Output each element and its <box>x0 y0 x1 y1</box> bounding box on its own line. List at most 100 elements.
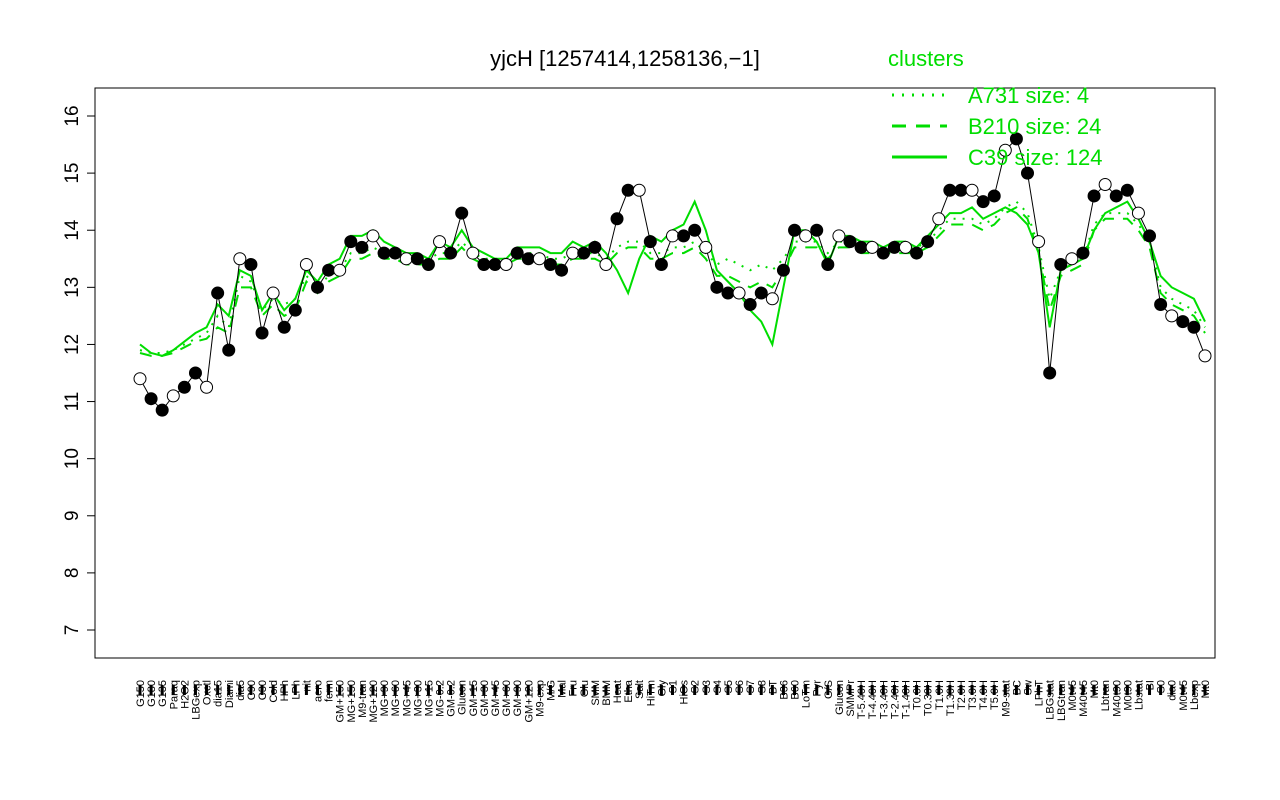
data-point <box>1187 320 1201 334</box>
x-tick-label: MG+120 <box>368 680 380 723</box>
data-point <box>388 246 402 260</box>
x-tick-label: T-1.40H <box>900 680 912 719</box>
x-tick-label: dia0 <box>1167 680 1179 701</box>
data-point <box>1165 309 1179 323</box>
data-point <box>344 235 358 249</box>
data-point <box>843 235 857 249</box>
x-tick-label: Glu <box>579 680 591 697</box>
data-point <box>832 229 846 243</box>
data-point <box>677 229 691 243</box>
y-tick-label: 11 <box>62 392 83 412</box>
x-tick-label: Mt0 <box>1200 680 1212 698</box>
data-point <box>200 380 214 394</box>
data-point <box>510 246 524 260</box>
data-point <box>322 263 336 277</box>
data-point <box>1120 183 1134 197</box>
x-tick-label: T-5.40H <box>856 680 868 719</box>
data-point <box>1143 229 1157 243</box>
x-tick-label: HPh <box>279 680 291 701</box>
data-point <box>277 320 291 334</box>
legend-label-c39: C39 size: 124 <box>968 145 1103 170</box>
data-point <box>632 183 646 197</box>
legend-label-a731: A731 size: 4 <box>968 83 1089 108</box>
x-tick-label: GM+15 <box>468 680 480 716</box>
x-tick-label: MG-0.2 <box>435 680 447 717</box>
x-tick-label: LoTm <box>801 680 813 708</box>
x-tick-label: G150 <box>135 680 147 707</box>
x-tick-label: C90 <box>246 680 258 700</box>
data-point <box>788 223 802 237</box>
x-tick-label: S6 <box>734 680 746 693</box>
x-tick-label: G180 <box>146 680 158 707</box>
x-tick-label: GM+60 <box>501 680 513 716</box>
data-point <box>821 257 835 271</box>
x-tick-label: S0 <box>1156 680 1168 693</box>
data-point <box>810 223 824 237</box>
x-tick-label: HiTm <box>645 680 657 706</box>
data-point <box>244 257 258 271</box>
x-tick-label: GM+45 <box>490 680 502 716</box>
data-point <box>266 286 280 300</box>
x-tick-label: M40t45 <box>1078 680 1090 717</box>
data-point <box>765 292 779 306</box>
data-point <box>1131 206 1145 220</box>
data-point <box>1021 166 1034 180</box>
data-point <box>1009 132 1023 146</box>
x-tick-label: Oxctl <box>202 680 214 705</box>
x-tick-label: M9-tran <box>357 680 369 718</box>
x-tick-label: T1.0H <box>934 680 946 710</box>
chart-title: yjcH [1257414,1258136,−1] <box>490 46 760 71</box>
data-point <box>543 257 557 271</box>
data-point <box>155 403 169 417</box>
y-tick-label: 9 <box>62 510 83 521</box>
x-tick-label: GM+120 <box>523 680 535 723</box>
data-point <box>455 206 469 220</box>
x-tick-label: T3.0H <box>967 680 979 710</box>
data-point <box>166 389 180 403</box>
data-point <box>177 380 191 394</box>
legend: clusters A731 size: 4 B210 size: 24 C39 … <box>888 46 1103 170</box>
data-point <box>599 257 613 271</box>
x-tick-label: S2 <box>690 680 702 693</box>
x-tick-label: MG+15 <box>423 680 435 716</box>
data-point <box>333 263 347 277</box>
x-axis: G150 G180 G135 Paraq H2O2 LBGexp Oxctl dia15 Dia… <box>135 679 1212 722</box>
x-tick-label: M/G <box>545 680 557 701</box>
x-tick-label: T-3.40H <box>878 680 890 719</box>
data-point <box>521 252 535 266</box>
data-point <box>1065 252 1079 266</box>
data-point <box>932 212 946 226</box>
plot-area <box>94 87 1216 659</box>
data-point <box>621 183 635 197</box>
series-line-solid <box>139 199 1206 357</box>
x-tick-label: Diami <box>224 680 236 708</box>
data-point <box>954 183 968 197</box>
x-tick-label: Glucon <box>457 680 469 715</box>
data-point <box>721 286 735 300</box>
x-tick-label: M40t90 <box>1111 680 1123 717</box>
y-tick-label: 12 <box>62 334 83 355</box>
x-tick-label: LBGtran <box>1056 680 1068 721</box>
x-tick-label: T5.0H <box>989 680 1001 710</box>
data-point <box>1154 297 1168 311</box>
data-point <box>666 229 679 243</box>
x-tick-label: nit <box>301 680 313 692</box>
x-tick-label: BI <box>1145 680 1157 690</box>
x-tick-label: SMMPr <box>845 680 857 717</box>
x-tick-label: LBGexp <box>190 680 202 720</box>
data-point <box>898 240 912 254</box>
data-point <box>710 280 724 294</box>
x-tick-label: S3 <box>701 680 713 693</box>
x-tick-label: MG+90 <box>379 680 391 716</box>
data-point <box>1198 349 1212 363</box>
data-point <box>987 189 1001 203</box>
x-tick-label: ferm <box>324 680 336 702</box>
x-tick-label: Mal <box>557 680 569 698</box>
data-point <box>255 326 269 340</box>
data-point <box>355 240 369 254</box>
data-point <box>998 143 1012 157</box>
y-tick-label: 7 <box>62 625 83 636</box>
x-tick-label: MG+30 <box>412 680 424 716</box>
data-point <box>965 183 979 197</box>
